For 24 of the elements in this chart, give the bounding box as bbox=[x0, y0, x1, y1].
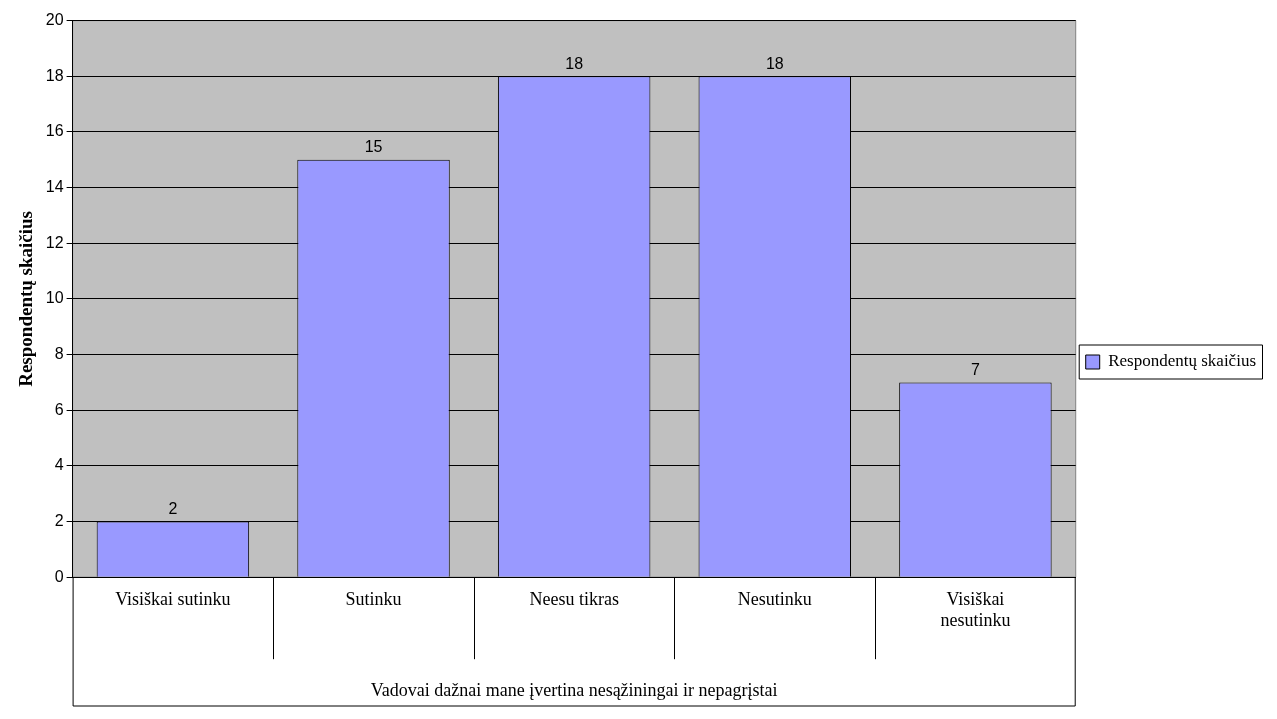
x-tick-label: Neesu tikras bbox=[529, 588, 619, 609]
y-tick-label: 0 bbox=[54, 567, 64, 585]
x-axis-title: Vadovai dažnai mane įvertina nesąžiningai ir nepagrįstai bbox=[370, 679, 778, 700]
data-label: 7 bbox=[970, 360, 980, 378]
y-axis-title: Respondentų skaičius bbox=[15, 210, 37, 387]
data-label: 18 bbox=[765, 54, 784, 72]
data-label: 18 bbox=[565, 54, 584, 72]
legend-label: Respondentų skaičius bbox=[1108, 351, 1257, 371]
y-tick-label: 20 bbox=[45, 11, 64, 29]
y-tick-label: 16 bbox=[45, 122, 64, 140]
y-tick-label: 8 bbox=[54, 344, 64, 362]
x-tick-label: Visiškai sutinku bbox=[115, 588, 231, 609]
data-label: 15 bbox=[364, 138, 383, 156]
y-tick-label: 4 bbox=[54, 456, 64, 474]
y-tick-label: 12 bbox=[45, 233, 64, 251]
y-tick-label: 2 bbox=[54, 511, 64, 529]
y-tick-label: 10 bbox=[45, 289, 64, 307]
y-tick-label: 14 bbox=[45, 177, 64, 195]
x-tick-label: Nesutinku bbox=[737, 588, 812, 609]
x-tick-label: Visiškai nesutinku bbox=[940, 588, 1011, 631]
data-label: 2 bbox=[168, 499, 178, 517]
y-tick-label: 6 bbox=[54, 400, 64, 418]
y-tick-label: 18 bbox=[45, 66, 64, 84]
x-tick-label: Sutinku bbox=[345, 588, 402, 609]
